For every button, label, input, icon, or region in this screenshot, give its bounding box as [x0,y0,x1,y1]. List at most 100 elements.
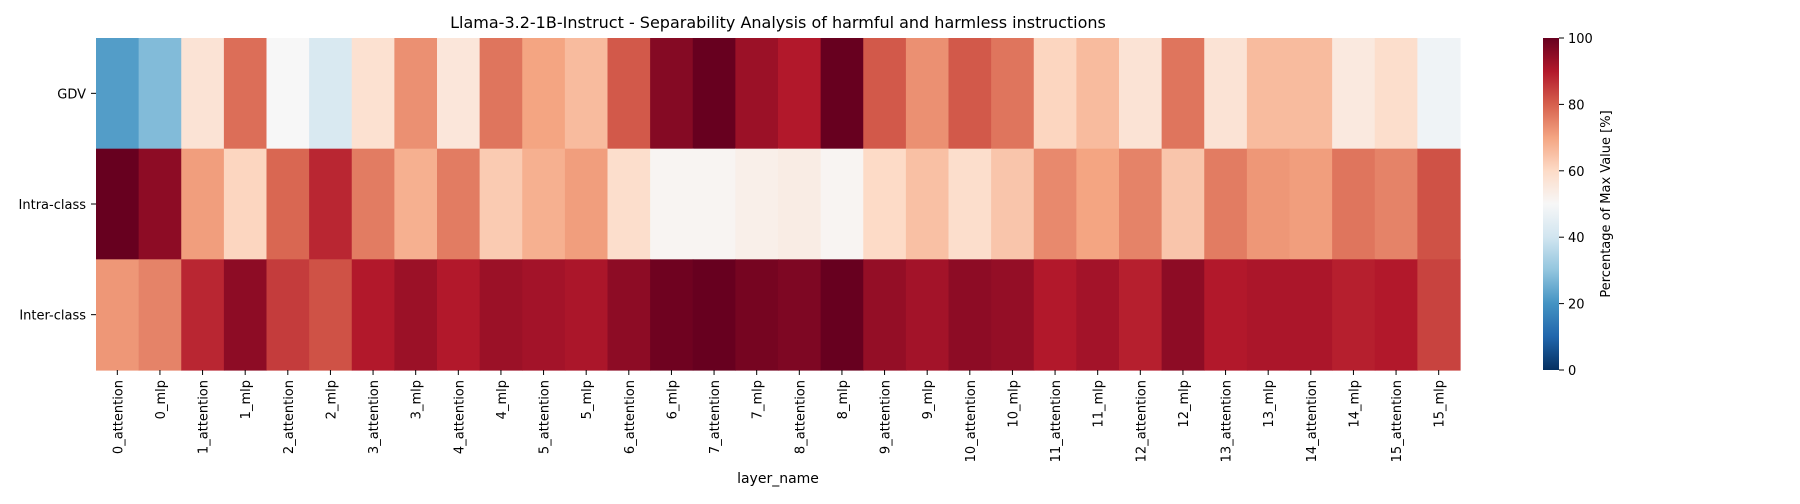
heatmap-cell [181,38,225,150]
heatmap-cell [1332,259,1376,371]
heatmap-cell [1033,259,1077,371]
heatmap-cell [479,38,523,150]
heatmap-cell [1076,259,1120,371]
x-tick-label: 5_mlp [580,380,595,419]
y-axis: GDV Intra-class Inter-class [19,87,96,324]
heatmap-cell [437,259,481,371]
colorbar-label: Percentage of Max Value [%] [1599,110,1614,297]
heatmap-cell [1076,38,1120,150]
x-tick-label: 6_mlp [665,380,680,419]
x-tick-label: 14_attention [1305,380,1320,462]
x-tick-label: 10_attention [964,380,979,462]
heatmap-cell [991,38,1035,150]
heatmap-cell [181,259,225,371]
heatmap-cell [181,148,225,260]
heatmap-cell [223,38,268,150]
colorbar-tick-label: 100 [1568,32,1593,47]
x-tick-label: 1_mlp [239,380,254,419]
heatmap-cell [309,148,353,260]
colorbar-tick-label: 80 [1568,98,1585,113]
x-tick-label: 8_attention [793,380,808,454]
heatmap-cell [1204,259,1248,371]
x-tick-label: 13_mlp [1262,380,1277,428]
heatmap-cell [948,259,992,371]
x-tick-label: 7_attention [708,380,723,454]
x-tick-label: 11_mlp [1092,380,1107,428]
heatmap-cell [1119,259,1163,371]
heatmap-cells [96,38,1461,371]
heatmap-cell [820,148,864,260]
heatmap-cell [650,148,694,260]
heatmap-cell [479,259,523,371]
heatmap-cell [351,259,395,371]
colorbar: 0 20 40 60 80 100 Percentage of Max Value [%] [1543,32,1614,379]
heatmap-cell [96,259,140,371]
colorbar-bar [1543,38,1559,370]
heatmap-cell [394,259,438,371]
x-tick-label: 5_attention [538,380,553,454]
heatmap-cell [820,38,864,150]
heatmap-cell [1246,148,1291,260]
x-tick-label: 1_attention [197,380,212,454]
x-tick-label: 6_attention [623,380,638,454]
heatmap-cell [1289,38,1333,150]
heatmap-cell [1161,148,1205,260]
heatmap-cell [266,148,310,260]
y-tick-label: Inter-class [19,309,86,324]
heatmap-cell [778,148,822,260]
heatmap-cell [1417,38,1461,150]
x-tick-label: 4_mlp [495,380,510,419]
heatmap-cell [96,38,140,150]
heatmap-cell [437,148,481,260]
heatmap-cell [735,148,779,260]
heatmap-cell [1289,259,1333,371]
heatmap-cell [1161,38,1205,150]
heatmap-cell [1417,259,1461,371]
x-tick-label: 15_attention [1390,380,1405,462]
x-tick-label: 9_mlp [921,380,936,419]
heatmap-cell [863,259,907,371]
heatmap-cell [650,259,694,371]
heatmap-cell [1246,38,1291,150]
heatmap-cell [138,259,182,371]
heatmap-cell [1204,38,1248,150]
x-tick-label: 12_attention [1134,380,1149,462]
heatmap-cell [309,259,353,371]
heatmap-cell [650,38,694,150]
heatmap-cell [1374,38,1418,150]
heatmap-cell [820,259,864,371]
x-tick-label: 2_mlp [324,380,339,419]
heatmap-cell [1033,148,1077,260]
heatmap-cell [607,38,651,150]
heatmap-cell [948,38,992,150]
x-tick-label: 9_attention [879,380,894,454]
heatmap-cell [905,148,950,260]
heatmap-cell [266,259,310,371]
heatmap-cell [266,38,310,150]
heatmap-cell [522,148,566,260]
heatmap-cell [1332,148,1376,260]
y-tick-label: GDV [57,87,86,102]
heatmap-cell [522,259,566,371]
heatmap-cell [1332,38,1376,150]
heatmap-cell [1033,38,1077,150]
heatmap-cell [351,38,395,150]
heatmap-cell [564,259,609,371]
colorbar-tick-label: 60 [1568,165,1585,180]
x-tick-label: 0_attention [111,380,126,454]
x-tick-label: 2_attention [282,380,297,454]
heatmap-cell [778,38,822,150]
heatmap-cell [522,38,566,150]
heatmap-cell [1204,148,1248,260]
heatmap-cell [1417,148,1461,260]
x-tick-label: 0_mlp [154,380,169,419]
heatmap-cell [1119,38,1163,150]
colorbar-tick-label: 20 [1568,298,1585,313]
heatmap-cell [905,259,950,371]
heatmap-cell [394,148,438,260]
x-axis: 0_attention 0_mlp 1_attention 1_mlp 2_attent… [111,370,1448,462]
heatmap-cell [607,148,651,260]
heatmap-cell [692,148,736,260]
y-tick-label: Intra-class [19,198,87,213]
